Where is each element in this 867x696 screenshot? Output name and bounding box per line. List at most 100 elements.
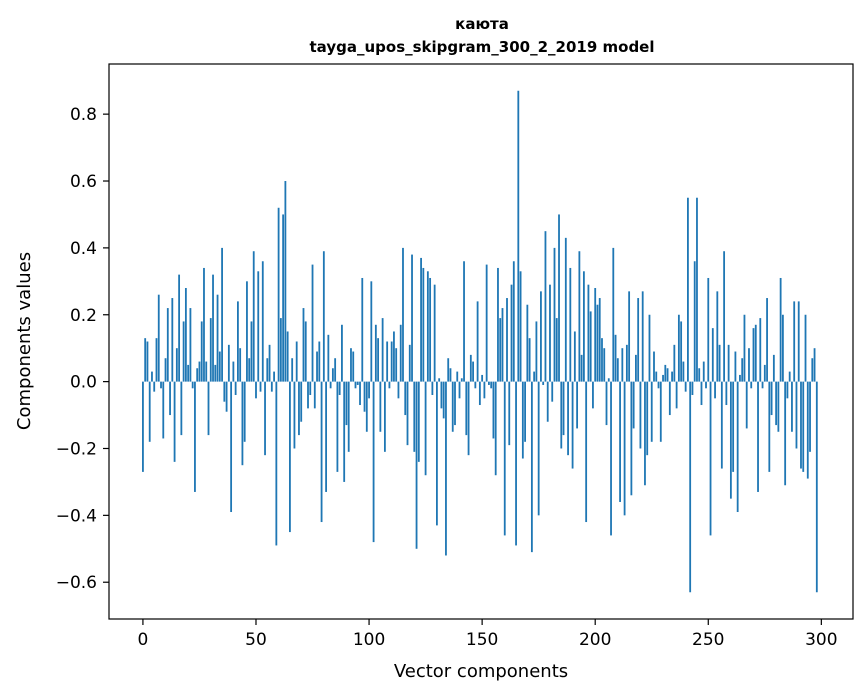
bar [662, 374, 664, 382]
bar [442, 381, 445, 419]
x-tick-label: 100 [353, 630, 385, 650]
bar [705, 381, 707, 389]
plot-frame [108, 63, 854, 620]
bar [221, 247, 223, 382]
bar [415, 381, 418, 549]
bar [356, 381, 359, 385]
bar [155, 338, 158, 382]
bar [291, 358, 294, 382]
bar [397, 381, 400, 399]
bar [431, 381, 434, 395]
bar [582, 271, 585, 382]
bar [616, 358, 619, 382]
bar [426, 271, 429, 382]
bar [696, 197, 698, 382]
bar [148, 381, 151, 442]
bar [494, 381, 497, 476]
bar [802, 381, 805, 472]
bar [772, 354, 775, 382]
bar [512, 261, 515, 382]
bar [587, 284, 590, 382]
bar [517, 90, 520, 382]
bar [779, 277, 782, 382]
bar [146, 341, 149, 382]
y-tick-label: 0.0 [70, 373, 97, 393]
bar [241, 381, 244, 466]
bar [363, 381, 366, 412]
bar [596, 304, 599, 382]
bar [700, 381, 703, 406]
bar [313, 381, 316, 409]
bar [182, 321, 185, 382]
bar [677, 314, 680, 382]
bar [422, 267, 425, 382]
bar [381, 318, 384, 382]
bar [246, 281, 248, 382]
bar [347, 381, 350, 452]
bar [151, 371, 153, 382]
bar [436, 381, 438, 526]
bar [573, 331, 576, 382]
bar [268, 344, 271, 382]
x-tick-label: 300 [805, 630, 837, 650]
bar [320, 381, 323, 523]
bar [675, 381, 678, 409]
bar [361, 277, 364, 382]
bar [311, 264, 314, 382]
bar [576, 381, 579, 429]
bar [729, 381, 732, 499]
bar [553, 247, 556, 382]
bar [537, 381, 540, 516]
y-tick-label: −0.4 [56, 506, 97, 526]
bar [377, 338, 380, 382]
bar [687, 197, 689, 382]
bar [261, 261, 264, 382]
bar [440, 381, 443, 409]
bar [180, 381, 183, 436]
bar [334, 358, 337, 382]
bar [469, 354, 472, 382]
bar [374, 324, 377, 382]
x-tick-label: 200 [579, 630, 611, 650]
bar [564, 237, 567, 382]
bar [157, 294, 160, 382]
bar [811, 358, 814, 382]
bar [664, 364, 667, 382]
bar [497, 267, 499, 382]
bar [743, 314, 746, 382]
bar [648, 314, 651, 382]
bar [628, 291, 631, 382]
bar [277, 207, 280, 382]
bar [329, 381, 332, 389]
bar [266, 358, 269, 382]
bar [770, 381, 773, 416]
bar [809, 381, 811, 452]
bar [478, 381, 481, 406]
bar [723, 251, 726, 382]
bar [788, 371, 791, 382]
bar [781, 314, 784, 382]
bar [800, 381, 802, 469]
bar [657, 381, 660, 389]
bar [691, 381, 694, 395]
bar [585, 381, 588, 523]
bar [379, 381, 382, 432]
bar [171, 298, 174, 382]
bar [786, 381, 789, 399]
bar [472, 361, 474, 382]
bar [632, 381, 635, 429]
bar [791, 381, 793, 432]
bar [535, 321, 538, 382]
bar [736, 381, 739, 513]
bar [485, 264, 488, 382]
bar [544, 231, 547, 382]
bar [212, 274, 214, 382]
bar [293, 381, 296, 449]
bar [601, 338, 603, 382]
bar [804, 314, 807, 382]
bar [225, 381, 228, 412]
bar [741, 358, 744, 382]
bar [223, 381, 226, 402]
bar [499, 318, 502, 382]
bar [619, 381, 621, 502]
